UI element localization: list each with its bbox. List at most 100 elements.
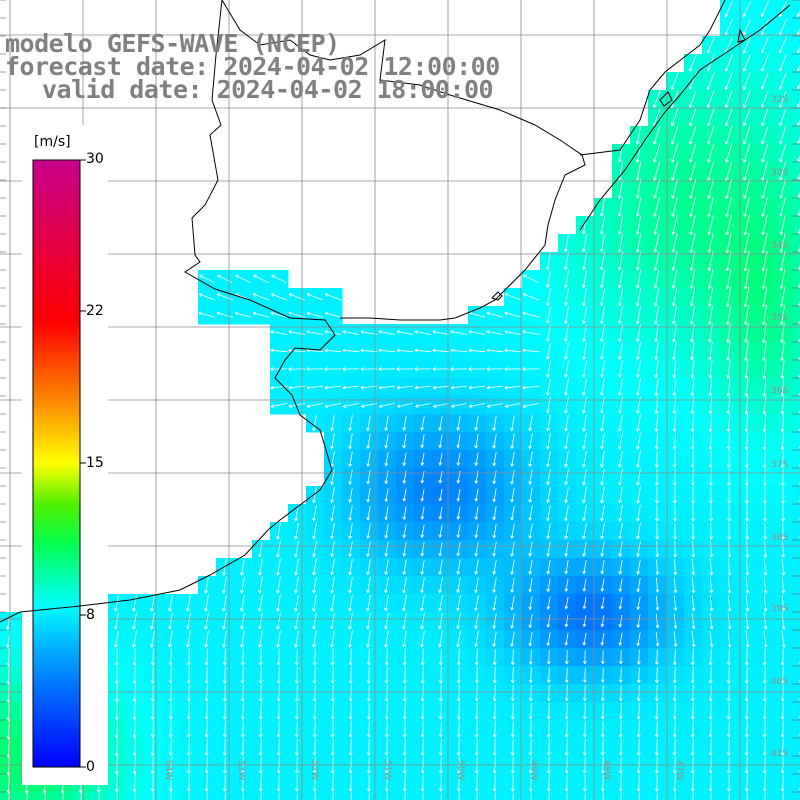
wind-arrow bbox=[420, 612, 425, 630]
wind-arrow bbox=[294, 558, 299, 576]
wind-arrow bbox=[510, 631, 515, 647]
wind-arrow bbox=[744, 414, 749, 433]
wind-arrow bbox=[360, 367, 378, 371]
wind-arrow bbox=[168, 630, 173, 648]
wind-arrow bbox=[690, 360, 695, 379]
wind-arrow bbox=[635, 197, 642, 217]
wind-arrow bbox=[779, 287, 786, 308]
wind-arrow bbox=[438, 720, 443, 738]
wind-arrow bbox=[636, 306, 641, 325]
wind-arrow bbox=[653, 90, 661, 109]
wind-arrow bbox=[150, 684, 155, 702]
wind-arrow bbox=[709, 576, 714, 594]
wind-arrow bbox=[240, 630, 245, 648]
wind-arrow bbox=[366, 415, 371, 431]
wind-arrow bbox=[654, 450, 659, 468]
wind-arrow bbox=[546, 541, 551, 557]
wind-arrow bbox=[617, 197, 624, 217]
wind-arrow bbox=[306, 311, 324, 318]
wind-arrow bbox=[150, 612, 155, 630]
wind-arrow bbox=[510, 451, 515, 467]
wind-arrow bbox=[492, 631, 497, 647]
wind-arrow bbox=[727, 468, 731, 486]
wind-arrow bbox=[726, 666, 731, 684]
wind-arrow bbox=[709, 504, 713, 522]
wind-arrow bbox=[510, 649, 515, 665]
wind-arrow bbox=[636, 632, 641, 646]
wind-arrow bbox=[582, 560, 587, 575]
wind-arrow bbox=[276, 666, 281, 684]
wind-arrow bbox=[384, 577, 389, 594]
wind-arrow bbox=[456, 666, 461, 684]
wind-arrow bbox=[522, 385, 540, 390]
wind-arrow bbox=[636, 559, 641, 575]
wind-arrow bbox=[655, 504, 659, 522]
wind-arrow bbox=[726, 702, 731, 720]
wind-arrow bbox=[707, 269, 714, 289]
wind-arrow bbox=[673, 504, 677, 522]
wind-arrow bbox=[330, 630, 335, 648]
wind-arrow bbox=[528, 667, 533, 684]
wind-arrow bbox=[486, 330, 504, 335]
wind-arrow bbox=[672, 702, 677, 720]
lat-label: 33S bbox=[771, 168, 788, 178]
wind-arrow bbox=[672, 360, 677, 379]
wind-arrow bbox=[366, 648, 371, 666]
wind-arrow bbox=[150, 666, 155, 684]
wind-arrow bbox=[564, 342, 569, 360]
wind-arrow bbox=[780, 323, 785, 343]
wind-arrow bbox=[186, 684, 191, 702]
wind-arrow bbox=[743, 197, 750, 217]
wind-arrow bbox=[198, 311, 216, 318]
wind-arrow bbox=[763, 468, 767, 486]
wind-arrow bbox=[492, 488, 497, 502]
wind-arrow bbox=[582, 252, 587, 271]
wind-arrow bbox=[420, 702, 425, 720]
wind-arrow bbox=[780, 648, 785, 666]
wind-arrow bbox=[348, 666, 353, 684]
wind-arrow bbox=[709, 630, 714, 648]
wind-arrow bbox=[216, 293, 233, 301]
wind-arrow bbox=[672, 450, 677, 468]
wind-arrow bbox=[762, 323, 767, 344]
wind-arrow bbox=[378, 367, 396, 371]
wind-arrow bbox=[114, 648, 119, 666]
wind-arrow bbox=[546, 270, 551, 288]
wind-arrow bbox=[330, 414, 335, 432]
wind-arrow bbox=[653, 197, 660, 217]
speed-cell bbox=[792, 378, 800, 397]
wind-arrow bbox=[294, 702, 299, 720]
wind-arrow bbox=[492, 541, 497, 557]
wind-arrow bbox=[564, 632, 569, 646]
wind-arrow bbox=[582, 468, 587, 486]
wind-arrow bbox=[474, 595, 479, 611]
wind-arrow bbox=[745, 486, 749, 504]
wind-arrow bbox=[504, 367, 522, 371]
wind-arrow bbox=[486, 348, 504, 353]
wind-arrow bbox=[258, 630, 263, 648]
wind-arrow bbox=[235, 274, 251, 284]
wind-arrow bbox=[510, 415, 515, 431]
wind-arrow bbox=[294, 612, 299, 630]
wind-arrow bbox=[276, 576, 281, 594]
wind-arrow bbox=[763, 612, 768, 630]
wind-arrow bbox=[397, 403, 413, 408]
wind-arrow bbox=[222, 612, 227, 630]
wind-arrow bbox=[726, 396, 731, 415]
wind-arrow bbox=[504, 403, 521, 408]
wind-arrow bbox=[222, 576, 227, 594]
speed-cell bbox=[792, 72, 800, 91]
wind-arrow bbox=[276, 594, 281, 612]
wind-arrow bbox=[636, 649, 641, 665]
wind-arrow bbox=[760, 54, 769, 72]
wind-arrow bbox=[655, 541, 660, 558]
wind-arrow bbox=[727, 594, 732, 612]
speed-cell bbox=[792, 198, 800, 217]
wind-arrow bbox=[240, 684, 245, 702]
wind-arrow bbox=[474, 506, 479, 520]
wind-arrow bbox=[348, 702, 353, 720]
wind-arrow bbox=[564, 487, 569, 504]
lon-label: 47W bbox=[674, 760, 684, 780]
wind-arrow bbox=[450, 330, 468, 335]
wind-arrow bbox=[636, 287, 641, 307]
